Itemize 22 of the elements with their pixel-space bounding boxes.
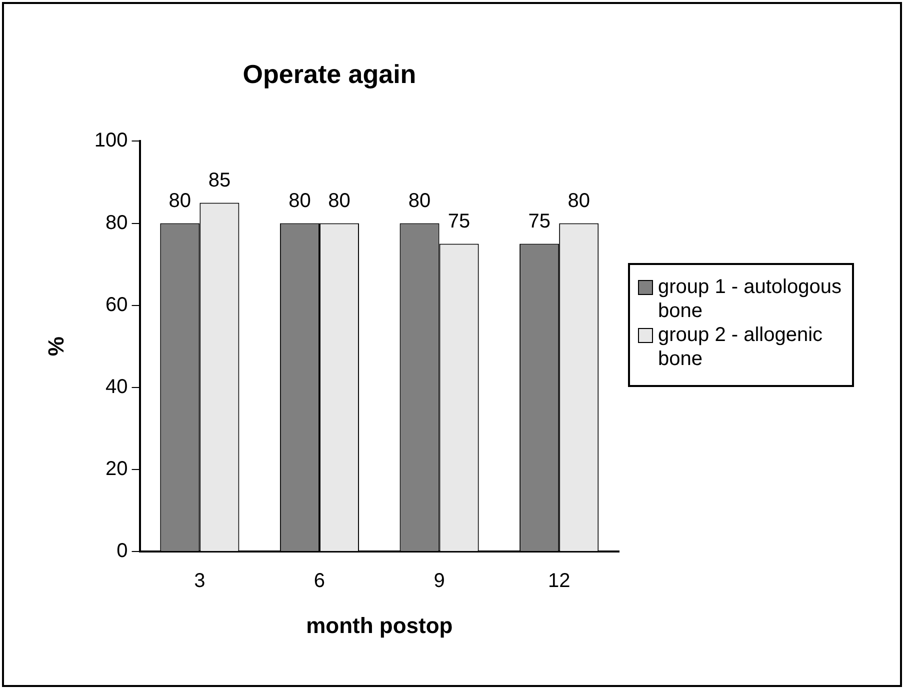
y-tick-label: 80 <box>106 212 128 234</box>
y-axis-title: % <box>43 336 68 356</box>
y-tick-label: 60 <box>106 294 128 316</box>
y-tick-label: 20 <box>106 458 128 480</box>
data-label: 80 <box>568 190 590 212</box>
data-label: 80 <box>408 190 431 212</box>
x-tick-label: 3 <box>194 570 206 592</box>
data-label: 80 <box>168 190 192 212</box>
y-tick-label: 100 <box>94 130 128 152</box>
data-label: 75 <box>448 210 470 232</box>
data-label: 85 <box>208 169 231 192</box>
y-tick-label: 40 <box>106 376 128 398</box>
x-tick-label: 6 <box>314 570 326 592</box>
y-tick-label: 0 <box>116 540 128 562</box>
data-label: 80 <box>288 190 311 212</box>
chart-title: Operate again <box>242 58 416 89</box>
x-axis-title: month postop <box>306 612 453 638</box>
data-label: 80 <box>328 190 350 212</box>
x-tick-label: 12 <box>548 570 570 592</box>
data-label: 75 <box>528 210 550 232</box>
legend-label: group 2 - allogenic bone <box>658 323 824 371</box>
x-tick-label: 9 <box>434 570 445 592</box>
